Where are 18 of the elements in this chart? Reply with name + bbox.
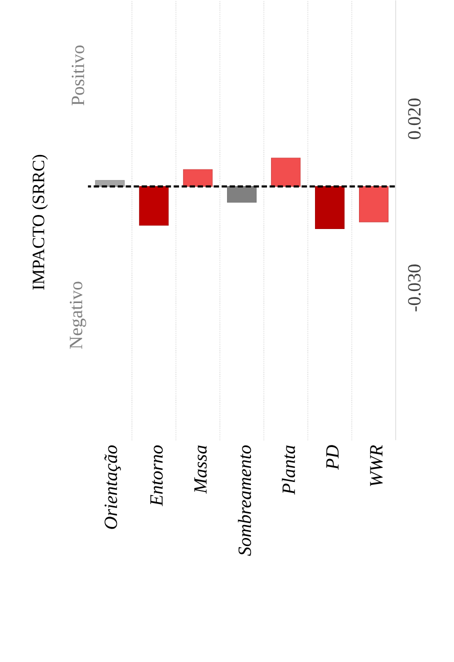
annotation: Negativo	[70, 282, 86, 349]
x-tick-label: Sombreamento	[238, 445, 252, 556]
bar	[359, 186, 389, 222]
x-tick-label: Entorno	[150, 445, 163, 506]
x-tick-label: PD	[326, 445, 339, 470]
y-tick-label: -0.030	[408, 264, 421, 312]
bar	[271, 158, 301, 187]
bar	[227, 186, 257, 203]
bar	[183, 169, 213, 187]
text: Positivo	[72, 45, 84, 106]
x-tick-label: Planta	[282, 446, 296, 495]
x-tick-label: WWR	[370, 445, 383, 486]
y-axis-title: IMPACTO (SRRC)	[32, 154, 48, 290]
y-tick-label: 0.020	[408, 98, 421, 140]
x-tick-label: Orientação	[104, 445, 121, 529]
bar	[139, 186, 169, 226]
x-tick-label: Massa	[194, 446, 207, 494]
bar	[315, 186, 345, 229]
